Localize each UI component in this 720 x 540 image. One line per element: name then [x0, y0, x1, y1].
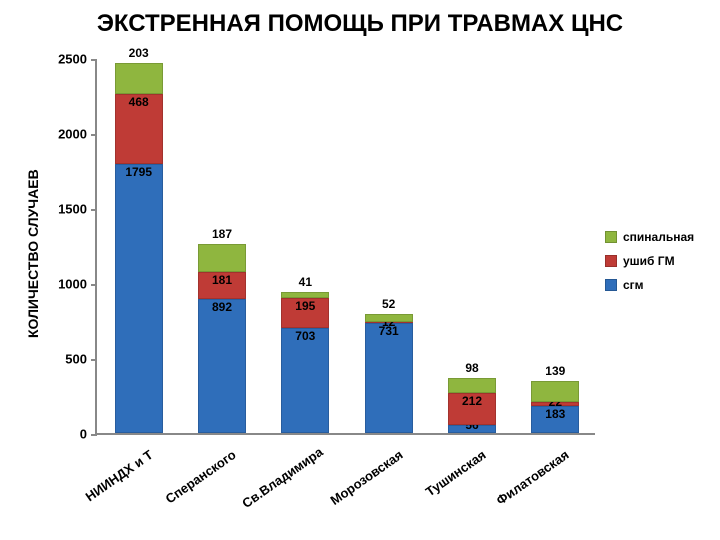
y-axis-label: КОЛИЧЕСТВО СЛУЧАЕВ — [25, 169, 41, 338]
bar-segment-sgm — [365, 323, 413, 433]
legend-label: сгм — [623, 278, 644, 292]
legend: спинальная ушиб ГМ сгм — [605, 230, 694, 302]
bar-value-label: 703 — [281, 329, 329, 343]
bar-segment-sgm — [281, 328, 329, 433]
bar-segment-spinal — [531, 381, 579, 402]
bar-value-label: 203 — [115, 46, 163, 60]
bar-segment-sgm — [115, 164, 163, 433]
bar-value-label: 181 — [198, 273, 246, 287]
bar-segment-sgm — [198, 299, 246, 433]
x-category-label: Морозовская — [323, 447, 405, 511]
y-tick-label: 500 — [65, 352, 97, 367]
bar-segment-spinal — [281, 292, 329, 298]
bar-value-label: 212 — [448, 394, 496, 408]
bar-value-label: 139 — [531, 364, 579, 378]
bar-value-label: 1795 — [115, 165, 163, 179]
legend-item: сгм — [605, 278, 694, 292]
legend-item: ушиб ГМ — [605, 254, 694, 268]
bar-value-label: 195 — [281, 299, 329, 313]
legend-swatch — [605, 255, 617, 267]
legend-swatch — [605, 231, 617, 243]
y-tick-label: 1000 — [58, 277, 97, 292]
x-category-label: Св.Владимира — [240, 447, 322, 511]
x-category-label: НИИНДХ и Т — [73, 447, 155, 511]
bar-value-label: 41 — [281, 275, 329, 289]
bar-value-label: 187 — [198, 227, 246, 241]
x-category-label: Сперанского — [156, 447, 238, 511]
y-tick-label: 2500 — [58, 52, 97, 67]
legend-label: ушиб ГМ — [623, 254, 675, 268]
bar-value-label: 468 — [115, 95, 163, 109]
bar-segment-spinal — [115, 63, 163, 93]
x-category-label: Тушинская — [406, 447, 488, 511]
plot-area: 0500100015002000250017954682038921811877… — [95, 60, 595, 435]
legend-swatch — [605, 279, 617, 291]
legend-label: спинальная — [623, 230, 694, 244]
bar-segment-spinal — [448, 378, 496, 393]
bar-segment-spinal — [198, 244, 246, 272]
bar-value-label: 98 — [448, 361, 496, 375]
y-tick-label: 2000 — [58, 127, 97, 142]
chart-title: ЭКСТРЕННАЯ ПОМОЩЬ ПРИ ТРАВМАХ ЦНС — [0, 10, 720, 38]
bar-value-label: 52 — [365, 297, 413, 311]
bar-segment-spinal — [365, 314, 413, 322]
y-tick-label: 1500 — [58, 202, 97, 217]
legend-item: спинальная — [605, 230, 694, 244]
x-category-label: Филатовская — [490, 447, 572, 511]
bar-value-label: 892 — [198, 300, 246, 314]
y-tick-label: 0 — [80, 427, 97, 442]
